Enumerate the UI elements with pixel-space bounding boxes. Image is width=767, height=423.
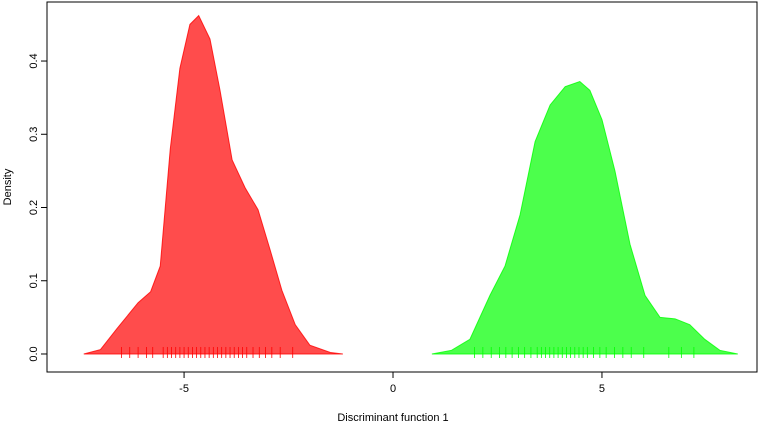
y-tick-label: 0.4 (28, 53, 40, 68)
x-axis-label: Discriminant function 1 (337, 412, 448, 423)
y-tick-label: 0.3 (28, 127, 40, 142)
y-tick-label: 0.1 (28, 273, 40, 288)
density-area (431, 80, 738, 355)
x-tick-label: -5 (179, 383, 189, 395)
density-area (83, 14, 343, 355)
x-tick-label: 0 (390, 383, 396, 395)
y-tick-label: 0.2 (28, 200, 40, 215)
y-tick-label: 0.0 (28, 346, 40, 361)
y-axis-label: Density (2, 168, 14, 205)
plot-frame (46, 1, 758, 373)
x-tick-label: 5 (599, 383, 605, 395)
